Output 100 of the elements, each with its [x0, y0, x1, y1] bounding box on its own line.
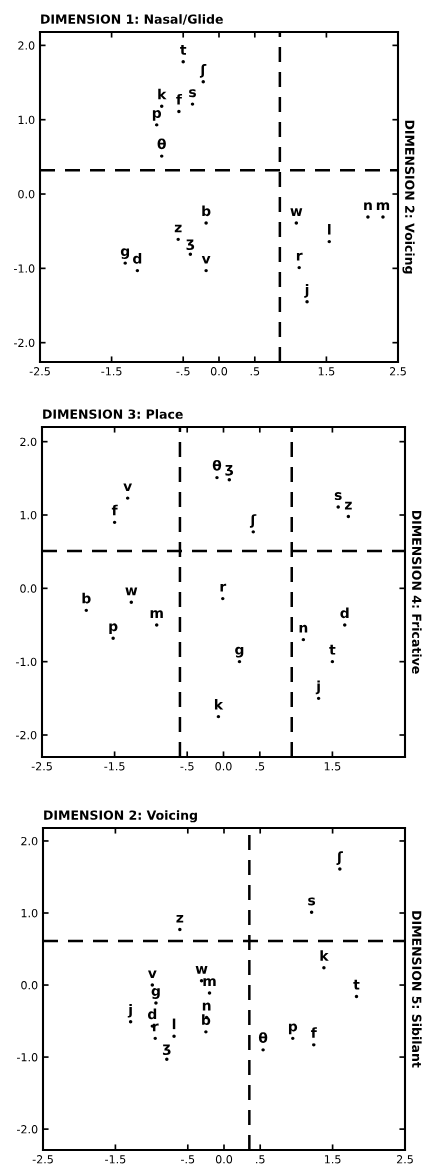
y-tick-label: -1.0: [14, 264, 35, 273]
data-label: b: [202, 205, 211, 217]
data-label: j: [315, 680, 320, 695]
y-tick-label: -2.0: [17, 1125, 38, 1134]
data-label: t: [329, 644, 336, 655]
point: [123, 261, 127, 265]
data-label: f: [311, 1027, 317, 1038]
point: [330, 659, 335, 664]
data-label: w: [125, 587, 138, 596]
point: [381, 215, 385, 219]
data-label: θ: [212, 459, 222, 471]
x-tick-label: 0.0: [215, 1155, 233, 1164]
y-tick-label: 1.0: [20, 510, 37, 520]
y-tick-label: 0.0: [20, 584, 37, 593]
point: [305, 300, 309, 304]
data-label: θ: [157, 138, 166, 150]
data-label: d: [133, 252, 142, 264]
data-label: v: [201, 255, 211, 264]
y-tick-label: 2.0: [21, 836, 38, 846]
x-tick-label: -.5: [180, 762, 194, 771]
x-tick-label: -2.5: [29, 367, 50, 376]
data-label: k: [214, 699, 224, 710]
x-tick-label: -2.5: [31, 762, 52, 771]
x-tick-label: 2.5: [396, 1155, 413, 1164]
point: [338, 867, 342, 871]
point: [204, 1030, 208, 1034]
data-label: z: [344, 501, 352, 510]
data-label: w: [290, 208, 303, 216]
data-label: n: [202, 1002, 211, 1011]
data-label: s: [308, 897, 316, 906]
data-label: ʃ: [249, 514, 257, 528]
data-label: v: [123, 483, 132, 492]
x-tick-label: -2.5: [32, 1155, 53, 1164]
point: [154, 1001, 158, 1005]
data-label: θ: [258, 1032, 268, 1043]
data-label: g: [151, 988, 160, 999]
data-label: d: [147, 1008, 157, 1020]
data-label: n: [299, 624, 308, 633]
y-axis-title: DIMENSION 2: Voicing: [402, 120, 415, 274]
x-tick-label: .5: [255, 762, 265, 771]
data-label: v: [148, 970, 157, 978]
data-label: z: [174, 224, 182, 233]
x-tick-label: 1.5: [324, 762, 341, 771]
x-tick-label: -.5: [181, 1155, 195, 1164]
y-axis-title: DIMENSION 5: Sibilant: [411, 911, 422, 1068]
chart-title: DIMENSION 3: Place: [43, 409, 183, 419]
x-tick-label: -1.5: [101, 367, 122, 376]
point: [301, 637, 306, 642]
data-label: r: [296, 252, 303, 261]
data-label: p: [288, 1023, 298, 1035]
y-tick-label: -2.0: [16, 730, 37, 740]
point: [178, 927, 182, 932]
x-tick-label: -1.5: [105, 1155, 126, 1164]
data-label: ʒ: [186, 239, 195, 251]
data-label: s: [334, 492, 342, 501]
chart-title: DIMENSION 2: Voicing: [44, 810, 197, 823]
y-tick-label: 2.0: [20, 437, 37, 447]
data-label: t: [180, 44, 187, 55]
data-label: z: [176, 914, 184, 923]
y-axis-title: DIMENSION 4: Fricative: [411, 510, 422, 674]
data-label: j: [127, 1004, 132, 1018]
data-label: s: [189, 89, 196, 98]
x-tick-label: 0.0: [210, 367, 228, 376]
y-tick-label: -1.0: [16, 657, 37, 667]
data-label: ʃ: [199, 64, 207, 78]
y-tick-label: 1.0: [18, 115, 35, 125]
y-tick-label: -2.0: [14, 338, 35, 348]
point: [261, 1048, 265, 1052]
point: [160, 154, 164, 158]
point: [237, 659, 242, 664]
point: [221, 596, 225, 601]
data-label: l: [328, 223, 331, 235]
chart-title: DIMENSION 1: Nasal/Glide: [41, 14, 223, 25]
data-label: j: [304, 284, 309, 298]
data-label: w: [195, 966, 208, 974]
x-tick-label: -.5: [176, 367, 190, 376]
data-label: p: [109, 623, 118, 635]
point: [111, 636, 115, 640]
data-label: ʒ: [162, 1044, 171, 1056]
point: [316, 696, 321, 701]
data-label: r: [152, 1023, 159, 1032]
data-label: l: [172, 1018, 176, 1030]
data-label: f: [111, 504, 118, 516]
data-label: ʃ: [336, 851, 343, 865]
point: [125, 496, 130, 500]
data-label: g: [235, 646, 244, 658]
x-tick-label: .5: [250, 367, 260, 376]
data-label: k: [158, 88, 167, 100]
point: [84, 608, 88, 613]
data-label: f: [176, 93, 183, 105]
point: [128, 1020, 133, 1024]
data-label: p: [152, 110, 162, 121]
y-tick-label: 0.0: [21, 981, 38, 990]
point: [112, 520, 117, 525]
data-label: r: [220, 583, 227, 592]
y-tick-label: 1.0: [21, 908, 38, 918]
point: [327, 239, 331, 244]
x-tick-label: .5: [256, 1155, 265, 1164]
x-tick-label: 0.0: [215, 762, 232, 771]
data-label: t: [353, 979, 360, 990]
